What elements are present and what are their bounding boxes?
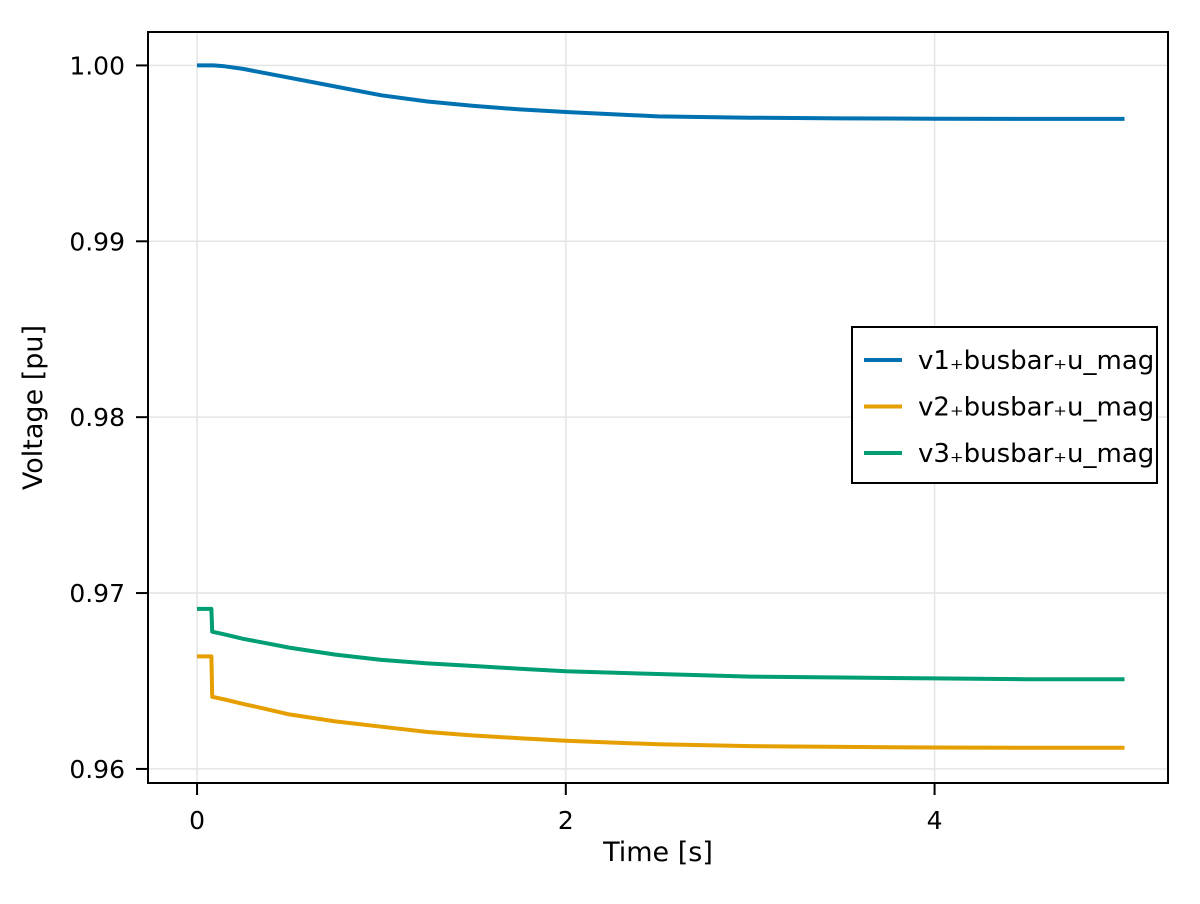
legend-label-3: v3₊busbar₊u_mag: [918, 439, 1154, 469]
y-tick-label: 0.97: [69, 579, 125, 608]
x-tick-label: 4: [927, 806, 943, 835]
y-axis-label: Voltage [pu]: [18, 325, 49, 490]
y-tick-label: 1.00: [69, 51, 125, 80]
x-tick-label: 2: [558, 806, 574, 835]
plot-frame: [147, 31, 1169, 784]
series-line-1: [197, 63, 1125, 121]
x-axis-label: Time [s]: [602, 837, 713, 868]
y-tick-label: 0.98: [69, 403, 125, 432]
legend-label-1: v1₊busbar₊u_mag: [918, 346, 1154, 376]
legend-box: [851, 326, 1158, 484]
x-tick-label: 0: [189, 806, 205, 835]
y-tick-label: 0.99: [69, 227, 125, 256]
series-line-2: [197, 654, 1125, 750]
legend-label-2: v2₊busbar₊u_mag: [918, 393, 1154, 423]
y-tick-label: 0.96: [69, 755, 125, 784]
series-line-3: [197, 606, 1125, 682]
